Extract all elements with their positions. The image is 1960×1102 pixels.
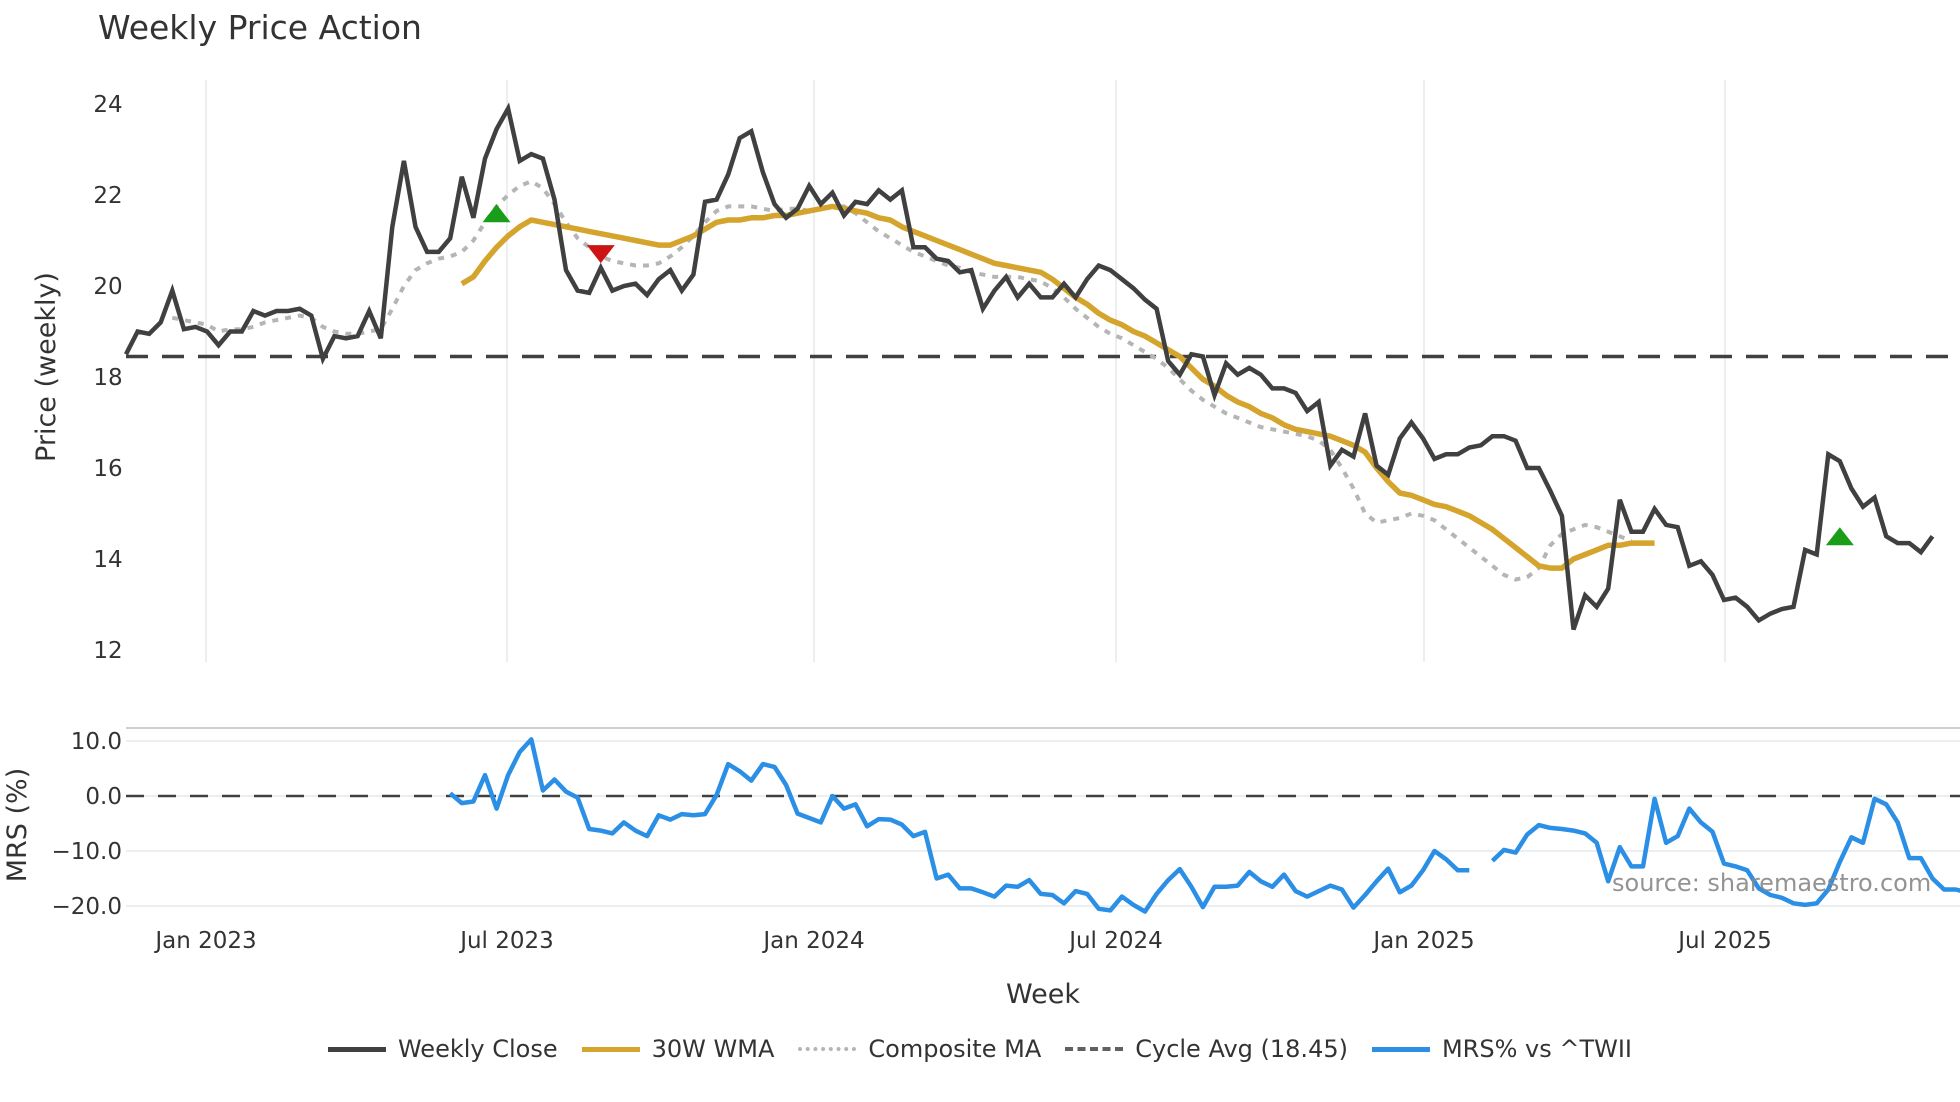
legend-item-cycle-avg[interactable]: Cycle Avg (18.45) [1065,1035,1348,1063]
wma-swatch-icon [581,1046,640,1052]
y-tick-label: −10.0 [52,839,122,865]
chart-title: Weekly Price Action [98,8,422,47]
x-axis-label: Week [1006,979,1080,1010]
buy-signal-icon [482,204,511,223]
legend: Weekly Close 30W WMA Composite MA Cycle … [0,1035,1960,1063]
legend-label: MRS% vs ^TWII [1441,1035,1633,1063]
price-y-axis-label: Price (weekly) [31,272,62,462]
price-panel: 12 14 16 18 20 22 24 Price (weekly) [31,80,1960,664]
price-y-axis-ticks: 12 14 16 18 20 22 24 [93,92,122,664]
legend-label: Composite MA [868,1035,1042,1063]
legend-item-weekly-close[interactable]: Weekly Close [327,1035,558,1063]
wma-30w-line [460,203,1655,571]
x-tick-label: Jan 2025 [1371,928,1474,954]
price-vertical-gridlines [205,80,1726,662]
legend-item-composite-ma[interactable]: Composite MA [798,1035,1041,1063]
mrs-panel: 10.0 0.0 −10.0 −20.0 MRS (%) source: sharem… [2,727,1960,920]
x-axis-ticks: Jan 2023 Jul 2023 Jan 2024 Jul 2024 Jan 2025… [153,928,1771,954]
composite-ma-line [171,179,1633,582]
y-tick-label: 10.0 [71,729,122,755]
y-tick-label: 12 [93,638,122,664]
y-tick-label: 16 [93,456,122,482]
y-tick-label: 20 [93,274,122,300]
x-tick-label: Jul 2025 [1676,928,1772,954]
y-tick-label: 24 [93,92,122,118]
x-tick-label: Jul 2023 [458,928,554,954]
x-tick-label: Jan 2024 [761,928,864,954]
weekly-close-line [123,102,1935,631]
mrs-y-axis-label: MRS (%) [2,768,33,883]
cycle-avg-swatch-icon [1065,1047,1124,1051]
legend-label: 30W WMA [651,1035,775,1063]
legend-item-30w-wma[interactable]: 30W WMA [581,1035,775,1063]
signal-markers [482,204,1854,546]
y-tick-label: −20.0 [52,894,122,920]
source-watermark: source: sharemaestro.com [1612,869,1931,897]
legend-label: Cycle Avg (18.45) [1135,1035,1348,1063]
legend-item-mrs[interactable]: MRS% vs ^TWII [1371,1035,1633,1063]
y-tick-label: 14 [93,547,122,573]
mrs-swatch-icon [1371,1046,1430,1052]
weekly-close-swatch-icon [327,1046,386,1052]
y-tick-label: 22 [93,183,122,209]
y-tick-label: 18 [93,365,122,391]
legend-label: Weekly Close [397,1035,558,1063]
buy-signal-icon [1825,527,1854,546]
y-tick-label: 0.0 [85,784,122,810]
x-tick-label: Jan 2023 [153,928,256,954]
composite-ma-swatch-icon [798,1047,857,1051]
mrs-line [448,737,1960,914]
sell-signal-icon [586,245,615,264]
x-tick-label: Jul 2024 [1067,928,1163,954]
